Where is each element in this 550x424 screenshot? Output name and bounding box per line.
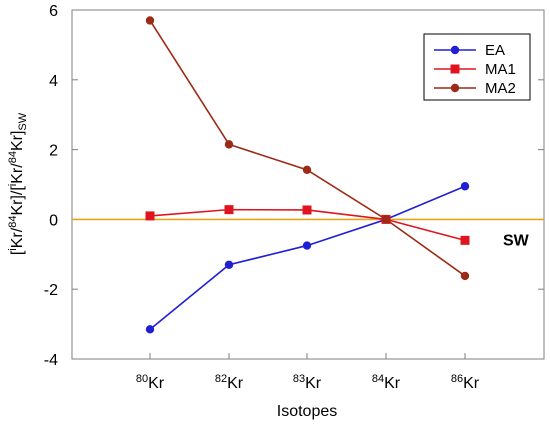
data-point-ea <box>224 260 234 269</box>
data-point-ma2 <box>381 215 391 224</box>
legend-label: MA1 <box>485 61 516 78</box>
series-line-ma2 <box>149 20 466 277</box>
x-axis-ticks: 80Kr 82Kr 83Kr 84Kr 86Kr <box>136 353 480 392</box>
data-point-ma2 <box>460 271 470 281</box>
y-tick-label: 6 <box>49 3 58 20</box>
x-tick-label: 86Kr <box>451 373 480 392</box>
data-point-ma1 <box>145 211 155 221</box>
x-tick-label: 82Kr <box>215 373 244 392</box>
legend-marker <box>450 83 460 93</box>
x-tick-label: 80Kr <box>136 373 165 392</box>
data-point-ea <box>460 182 470 191</box>
y-tick-label: 2 <box>49 143 58 160</box>
y-tick-label: 0 <box>49 212 58 229</box>
data-point-ma2 <box>145 16 155 25</box>
legend-marker <box>450 45 460 55</box>
legend-marker <box>450 64 460 74</box>
data-point-ma2 <box>302 165 312 175</box>
data-point-ma1 <box>460 235 470 245</box>
reference-line-label: SW <box>503 232 530 249</box>
data-point-ma1 <box>302 205 312 215</box>
y-axis-label: [iKr/84Kr]/[iKr/84Kr]SW <box>7 112 29 255</box>
y-tick-label: -2 <box>44 282 58 299</box>
y-axis-ticks: -4 -2 0 2 4 6 <box>44 3 544 369</box>
data-point-ma2 <box>224 140 234 149</box>
y-tick-label: 4 <box>49 73 58 90</box>
data-point-ma1 <box>224 205 234 215</box>
data-point-ea <box>145 325 155 334</box>
series-layer <box>145 16 470 334</box>
legend: EA MA1 MA2 <box>423 33 531 101</box>
data-point-ea <box>302 241 312 250</box>
legend-box <box>423 33 531 101</box>
x-tick-label: 84Kr <box>372 373 401 392</box>
x-tick-label: 83Kr <box>293 373 322 392</box>
plot-frame <box>71 9 545 360</box>
x-axis-label: Isotopes <box>277 403 337 420</box>
legend-label: MA2 <box>485 80 516 97</box>
legend-label: EA <box>485 42 505 59</box>
y-tick-label: -4 <box>44 352 58 369</box>
